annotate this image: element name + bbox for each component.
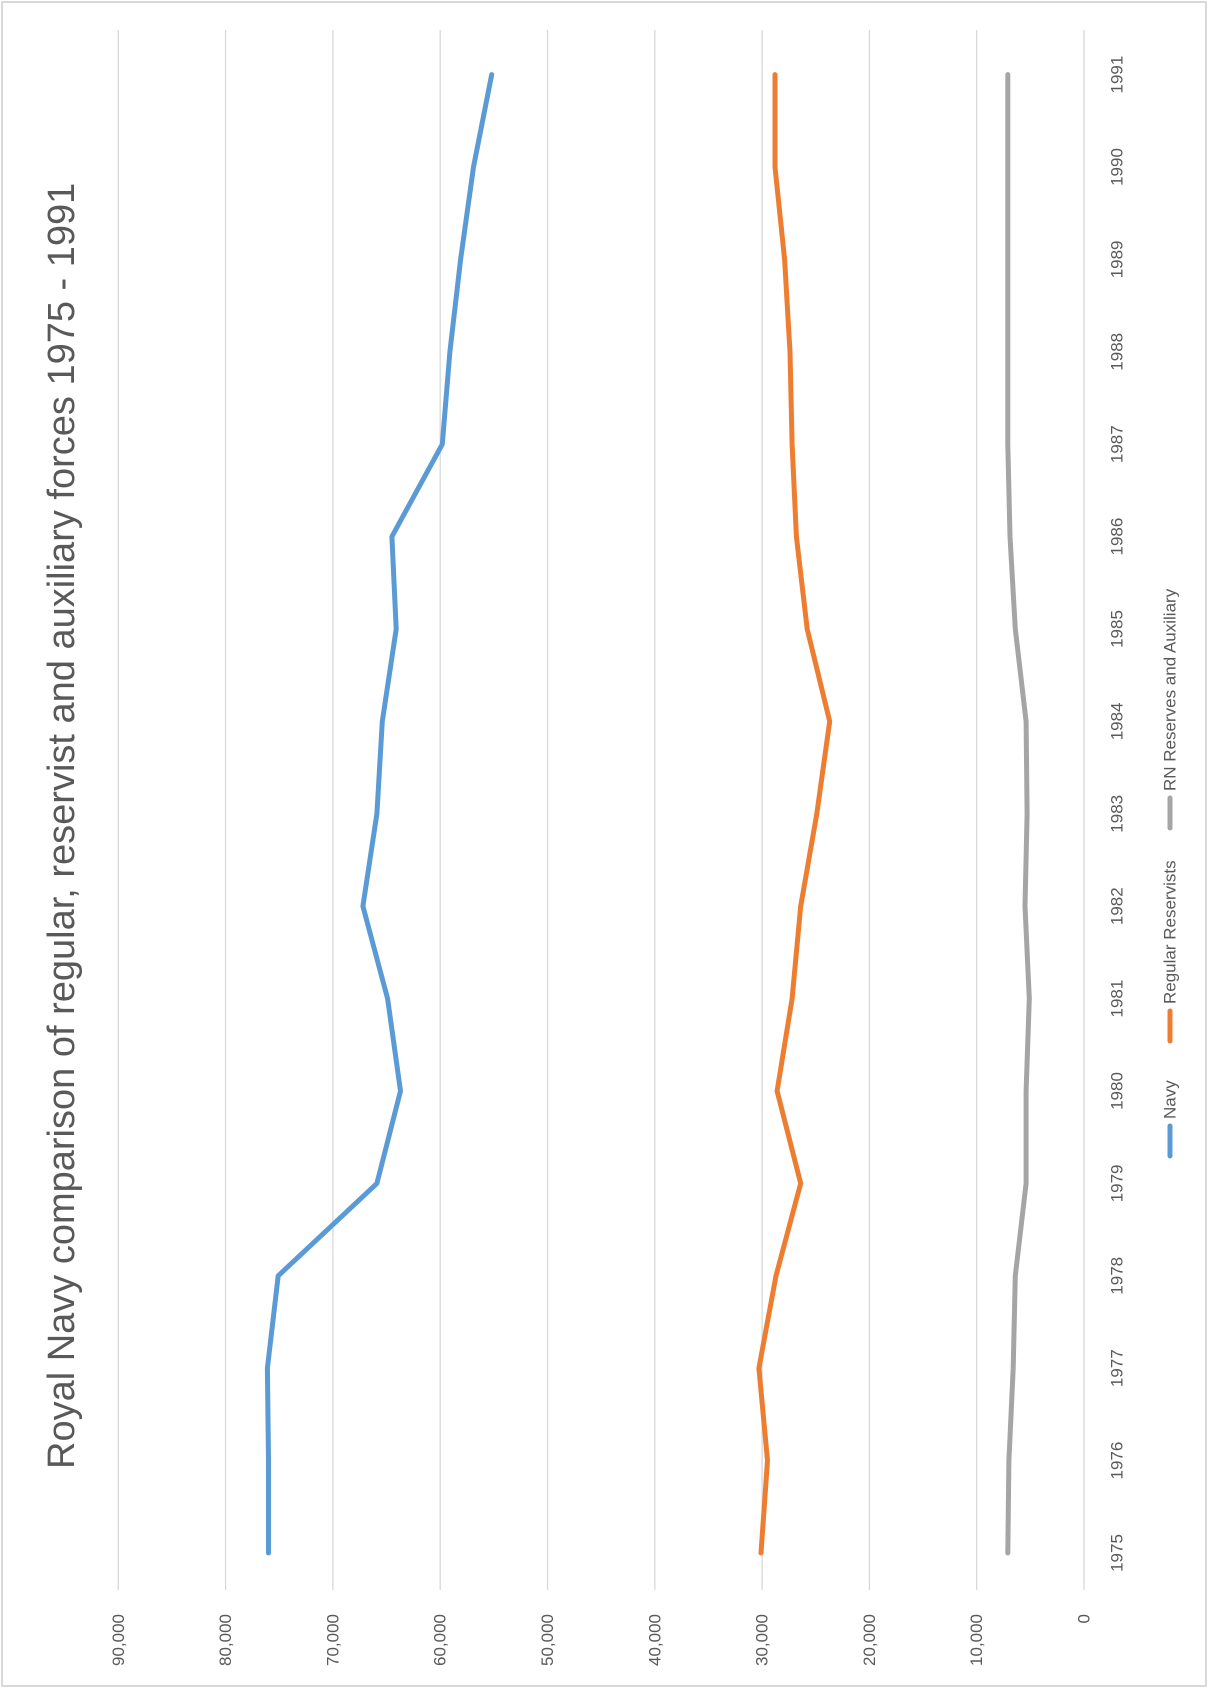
value-tick-label: 20,000 [860, 1614, 879, 1666]
value-tick-labels: 0 10,000 20,000 30,000 40,000 50,000 60,000 70,… [109, 1614, 1094, 1666]
legend-label: Regular Reservists [1161, 860, 1180, 1004]
year-tick-labels: 1975 1976 1977 1978 1979 1980 1981 1982 1983 1984… [1108, 56, 1127, 1572]
year-tick-label: 1976 [1108, 1442, 1127, 1480]
series-line [264, 72, 495, 1556]
year-tick-label: 1984 [1108, 702, 1127, 740]
year-tick-label: 1982 [1108, 887, 1127, 925]
value-tick-label: 90,000 [109, 1614, 128, 1666]
year-tick-label: 1983 [1108, 795, 1127, 833]
legend-label: Navy [1161, 1080, 1180, 1119]
series-line [1005, 72, 1032, 1556]
year-tick-label: 1975 [1108, 1534, 1127, 1572]
year-tick-label: 1987 [1108, 425, 1127, 463]
series-lines [264, 72, 1032, 1556]
year-tick-label: 1978 [1108, 1257, 1127, 1295]
value-tick-label: 70,000 [323, 1614, 342, 1666]
chart-title: Royal Navy comparison of regular, reserv… [41, 183, 83, 1469]
value-tick-label: 80,000 [216, 1614, 235, 1666]
year-tick-label: 1988 [1108, 333, 1127, 371]
value-tick-label: 0 [1075, 1614, 1094, 1623]
value-tick-label: 30,000 [753, 1614, 772, 1666]
year-tick-label: 1977 [1108, 1349, 1127, 1387]
value-tick-label: 40,000 [645, 1614, 664, 1666]
year-tick-label: 1981 [1108, 980, 1127, 1018]
series-line [756, 72, 833, 1556]
legend-label: RN Reserves and Auxiliary [1161, 588, 1180, 791]
year-tick-label: 1990 [1108, 148, 1127, 186]
value-tick-label: 60,000 [431, 1614, 450, 1666]
year-tick-label: 1980 [1108, 1072, 1127, 1110]
year-tick-label: 1991 [1108, 56, 1127, 94]
year-tick-label: 1985 [1108, 610, 1127, 648]
value-tick-label: 10,000 [967, 1614, 986, 1666]
legend: Navy Regular Reservists RN Reserves and Au… [1161, 588, 1180, 1159]
year-tick-label: 1979 [1108, 1164, 1127, 1202]
year-tick-label: 1986 [1108, 518, 1127, 556]
gridlines [117, 30, 1085, 1590]
value-tick-label: 50,000 [538, 1614, 557, 1666]
year-tick-label: 1989 [1108, 240, 1127, 278]
